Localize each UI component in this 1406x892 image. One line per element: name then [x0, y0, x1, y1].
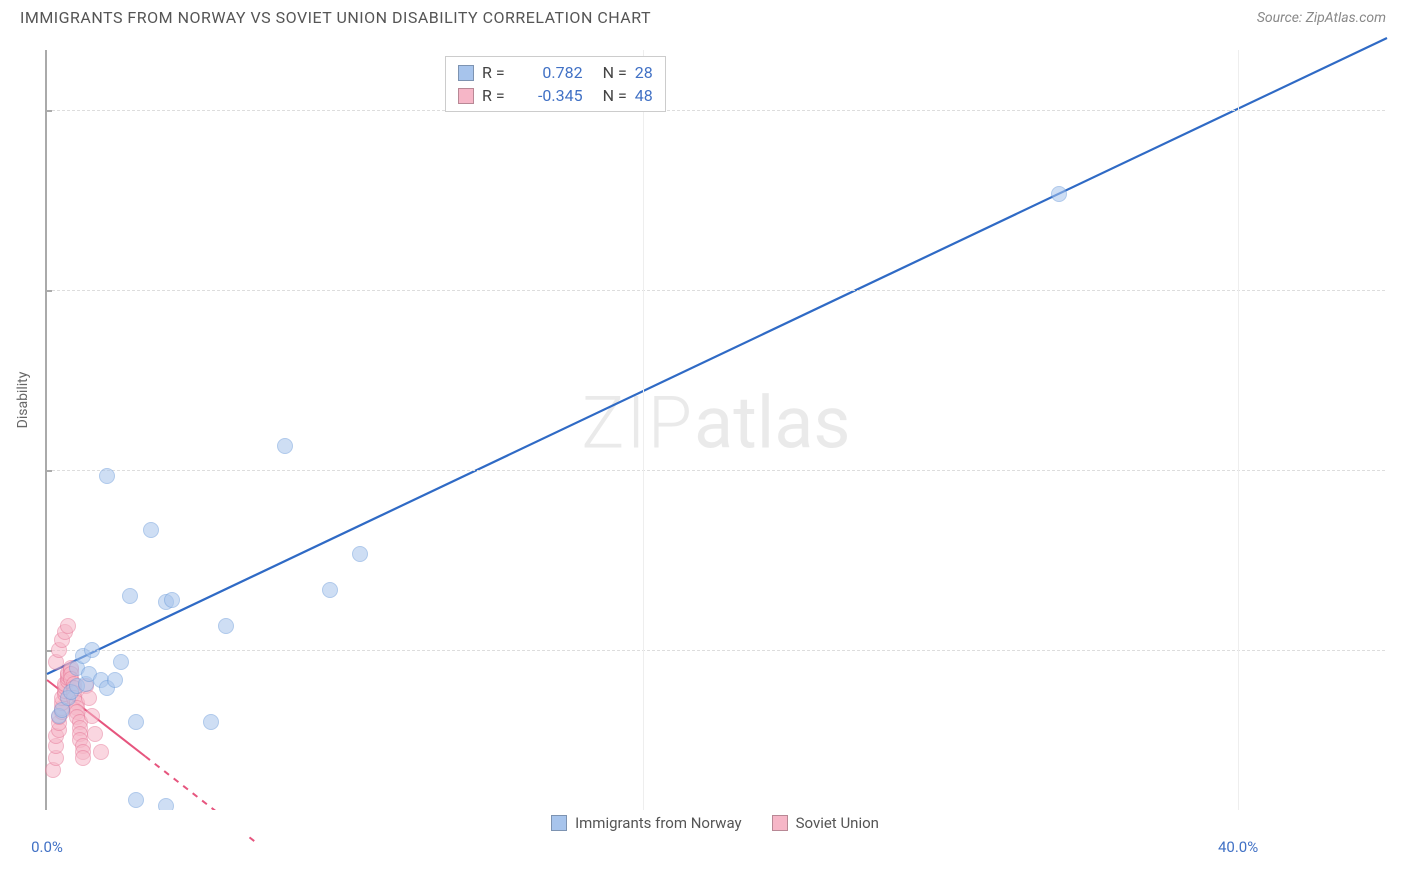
swatch-norway-icon [551, 815, 567, 831]
legend-row-norway: R = 0.782 N = 28 [458, 61, 653, 84]
chart-title: IMMIGRANTS FROM NORWAY VS SOVIET UNION D… [20, 8, 651, 27]
legend-item-soviet: Soviet Union [772, 814, 879, 832]
gridline-h [47, 110, 1385, 111]
data-point [128, 714, 144, 730]
data-point [84, 708, 100, 724]
legend-row-soviet: R = -0.345 N = 48 [458, 84, 653, 107]
swatch-soviet [458, 88, 474, 104]
data-point [352, 546, 368, 562]
data-point [322, 582, 338, 598]
gridline-v [643, 50, 644, 828]
data-point [122, 588, 138, 604]
chart-area: ZIPatlas 15.0%30.0%45.0%60.0%0.0%40.0% R… [45, 50, 1385, 830]
gridline-h [47, 650, 1385, 651]
data-point [128, 792, 144, 808]
gridline-h [47, 470, 1385, 471]
data-point [113, 654, 129, 670]
swatch-norway [458, 65, 474, 81]
data-point [218, 618, 234, 634]
data-point [203, 714, 219, 730]
data-point [277, 438, 293, 454]
data-point [93, 744, 109, 760]
legend-correlation: R = 0.782 N = 28 R = -0.345 N = 48 [445, 56, 666, 112]
data-point [81, 690, 97, 706]
data-point [99, 468, 115, 484]
swatch-soviet-icon [772, 815, 788, 831]
y-axis-label: Disability [15, 372, 31, 429]
gridline-h [47, 290, 1385, 291]
data-point [60, 618, 76, 634]
data-point [87, 726, 103, 742]
trend-lines-layer [47, 50, 1385, 828]
data-point [75, 750, 91, 766]
data-point [143, 522, 159, 538]
data-point [164, 592, 180, 608]
plot-region: ZIPatlas 15.0%30.0%45.0%60.0%0.0%40.0% [45, 50, 1385, 830]
data-point [1051, 186, 1067, 202]
legend-series: Immigrants from Norway Soviet Union [45, 810, 1385, 836]
legend-item-norway: Immigrants from Norway [551, 814, 742, 832]
gridline-v [1238, 50, 1239, 828]
chart-header: IMMIGRANTS FROM NORWAY VS SOVIET UNION D… [0, 0, 1406, 31]
x-tick-label: 40.0% [1218, 838, 1258, 856]
x-tick-label: 0.0% [31, 838, 63, 856]
chart-source: Source: ZipAtlas.com [1257, 10, 1386, 26]
data-point [107, 672, 123, 688]
data-point [84, 642, 100, 658]
